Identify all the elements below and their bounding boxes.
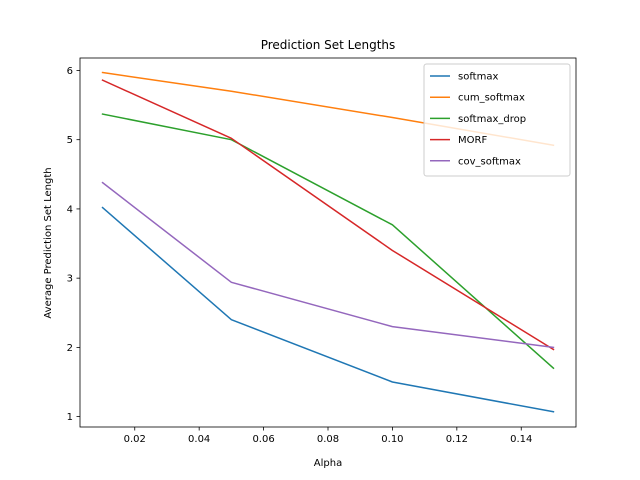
series-line-morf bbox=[101, 79, 555, 351]
y-axis: 1 2 3 4 5 6 bbox=[67, 66, 80, 423]
legend-label: MORF bbox=[458, 135, 487, 146]
series-line-softmax bbox=[101, 206, 555, 413]
y-tick-label: 3 bbox=[67, 274, 73, 285]
x-axis: 0.02 0.04 0.06 0.08 0.10 0.12 0.14 bbox=[124, 427, 532, 445]
y-tick-label: 6 bbox=[67, 66, 73, 77]
axes-frame bbox=[79, 57, 577, 428]
legend-label: cum_softmax bbox=[458, 93, 525, 104]
x-tick-label: 0.02 bbox=[124, 434, 146, 445]
y-tick-label: 2 bbox=[67, 343, 73, 354]
x-axis-label: Alpha bbox=[314, 458, 342, 469]
chart-title: Prediction Set Lengths bbox=[261, 38, 396, 52]
x-tick-label: 0.04 bbox=[188, 434, 210, 445]
y-axis-label: Average Prediction Set Length bbox=[43, 167, 54, 318]
x-tick-label: 0.12 bbox=[446, 434, 468, 445]
y-tick-label: 4 bbox=[67, 204, 73, 215]
series-line-softmax-drop bbox=[101, 113, 555, 370]
legend-item: cov_softmax bbox=[430, 156, 521, 167]
series-lines bbox=[101, 71, 555, 413]
legend-label: softmax bbox=[458, 72, 498, 83]
x-tick-label: 0.14 bbox=[510, 434, 532, 445]
x-tick-label: 0.08 bbox=[317, 434, 339, 445]
legend: softmax cum_softmax softmax_drop MORF cov_so… bbox=[423, 63, 571, 177]
y-tick-label: 1 bbox=[67, 412, 73, 423]
y-tick-label: 5 bbox=[67, 135, 73, 146]
x-tick-label: 0.10 bbox=[381, 434, 403, 445]
legend-label: softmax_drop bbox=[458, 114, 526, 125]
legend-box bbox=[423, 63, 571, 177]
legend-item: softmax bbox=[430, 72, 498, 83]
series-line-cov-softmax bbox=[101, 181, 555, 349]
legend-item: softmax_drop bbox=[430, 114, 526, 125]
legend-label: cov_softmax bbox=[458, 156, 521, 167]
x-tick-label: 0.06 bbox=[252, 434, 274, 445]
legend-item: cum_softmax bbox=[430, 93, 525, 104]
legend-item: MORF bbox=[430, 135, 487, 146]
